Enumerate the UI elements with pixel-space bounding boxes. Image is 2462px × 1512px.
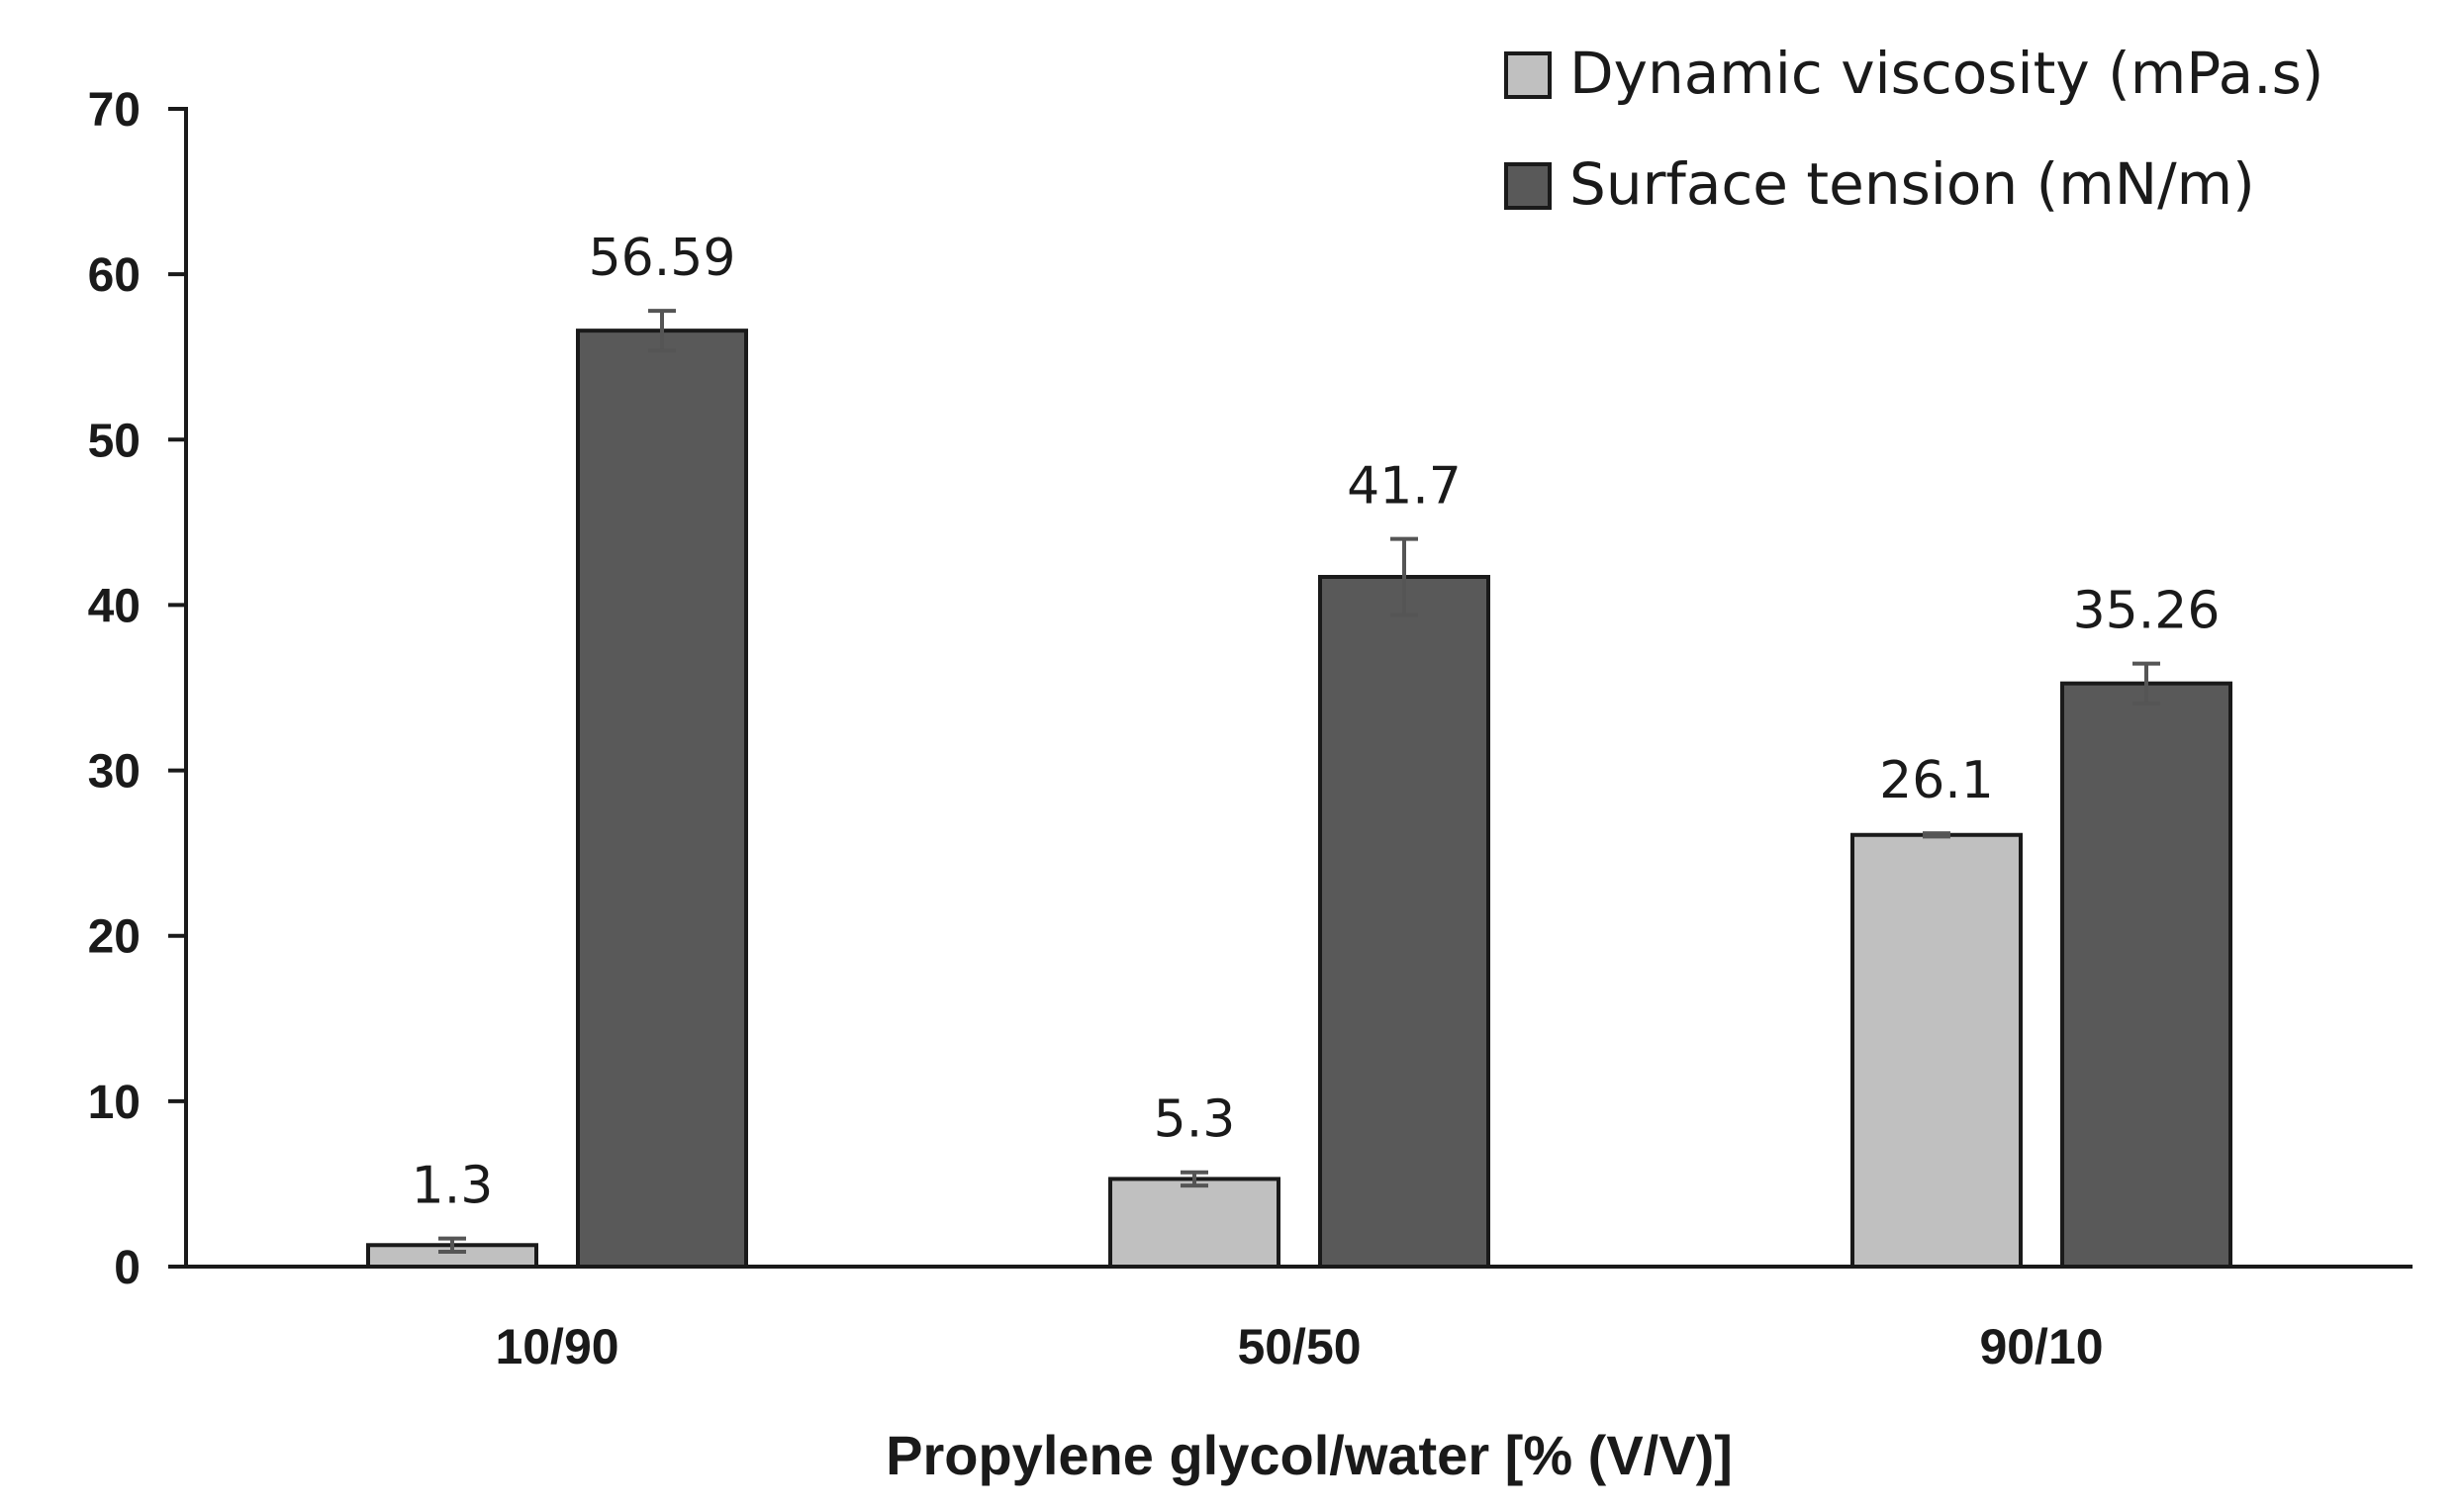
error-bar	[1390, 536, 1418, 617]
bar-surface-tension	[2060, 681, 2232, 1269]
error-bar	[2132, 661, 2160, 706]
data-labels: 1.3 56.59 5.3 41.7 26.1 35.26	[412, 229, 2221, 1216]
bar-surface-tension	[576, 329, 748, 1270]
data-label: 1.3	[412, 1157, 494, 1216]
x-category-label: 90/10	[1979, 1319, 2103, 1374]
bars	[366, 329, 2232, 1270]
bar-viscosity	[1850, 832, 2023, 1269]
legend-label: Surface tension (mN/m)	[1569, 150, 2255, 218]
error-bar	[648, 309, 676, 353]
data-label: 41.7	[1347, 457, 1462, 517]
x-axis-categories: 10/90 50/50 90/10	[495, 1319, 2103, 1374]
legend-label: Dynamic viscosity (mPa.s)	[1569, 40, 2323, 107]
bar-surface-tension	[1318, 575, 1490, 1269]
data-label: 56.59	[589, 229, 736, 288]
y-tick-label: 40	[88, 580, 141, 632]
y-tick-label: 0	[114, 1242, 141, 1294]
x-axis-title: Propylene glycol/water [% (V/V)]	[886, 1424, 1733, 1486]
error-bar	[1923, 831, 1950, 839]
y-tick-label: 70	[88, 84, 141, 137]
error-bar	[438, 1236, 466, 1254]
error-bar	[1181, 1170, 1208, 1188]
y-tick-label: 10	[88, 1077, 141, 1129]
y-tick-label: 60	[88, 249, 141, 302]
legend-swatch	[1504, 162, 1552, 210]
y-axis-ticks: 0 10 20 30 40 50 60 70	[88, 84, 186, 1294]
y-tick-label: 30	[88, 746, 141, 799]
bar-viscosity	[1108, 1177, 1280, 1270]
data-label: 35.26	[2073, 582, 2221, 641]
x-category-label: 10/90	[495, 1319, 618, 1374]
error-bars	[438, 309, 2160, 1254]
y-tick-label: 50	[88, 415, 141, 467]
legend-swatch	[1504, 51, 1552, 99]
data-label: 5.3	[1154, 1090, 1236, 1150]
data-label: 26.1	[1879, 751, 1994, 810]
y-tick-label: 20	[88, 911, 141, 964]
x-category-label: 50/50	[1237, 1319, 1361, 1374]
legend: Dynamic viscosity (mPa.s) Surface tension…	[1504, 40, 2323, 218]
